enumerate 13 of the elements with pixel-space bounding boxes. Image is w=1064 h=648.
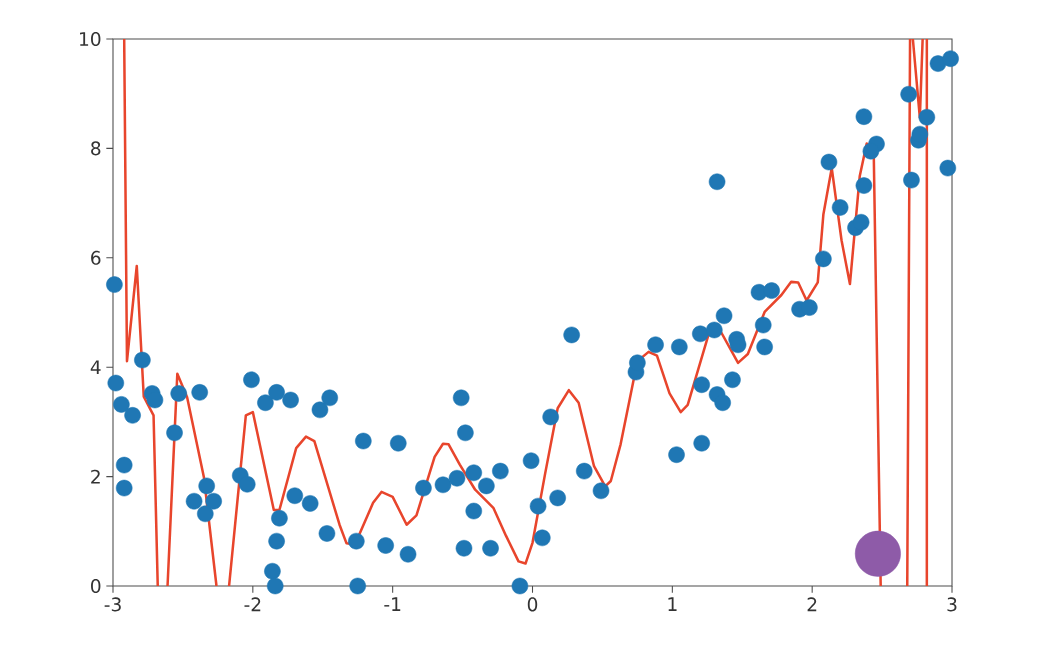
x-tick-label: 3: [947, 597, 957, 612]
x-tick-label: -3: [104, 597, 121, 612]
y-tick-label: 4: [90, 360, 101, 374]
x-tick-label: -1: [384, 597, 401, 611]
x-tick-label: -2: [244, 597, 261, 612]
y-tick-label: 8: [91, 141, 101, 156]
x-tick-label: 1: [668, 597, 677, 611]
y-tick-label: 0: [91, 578, 101, 594]
x-tick-label: 2: [807, 597, 817, 612]
y-tick-label: 6: [91, 250, 101, 265]
y-tick-label: 10: [80, 31, 101, 47]
x-tick-label: 0: [527, 597, 538, 612]
y-tick-label: 2: [91, 469, 100, 484]
